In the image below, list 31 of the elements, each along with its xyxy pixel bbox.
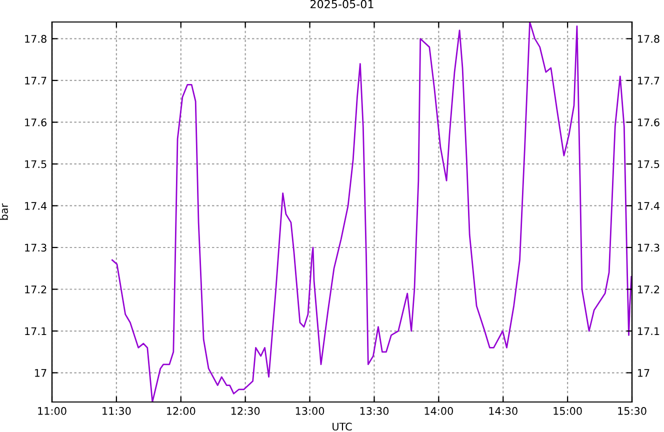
x-tick-label: 15:00 [554, 407, 582, 415]
y2-tick-label: 17.3 [638, 244, 660, 252]
x-tick-label: 12:00 [167, 407, 196, 415]
y-tick-label: 17.1 [25, 327, 46, 335]
y2-tick-label: 17.5 [638, 160, 660, 168]
y2-tick-label: 17.7 [638, 76, 660, 84]
x-tick-label: 11:30 [102, 407, 131, 415]
y2-tick-label: 17.2 [638, 285, 660, 294]
y-tick-label: 17.7 [25, 76, 46, 84]
y-tick-label: 17.2 [25, 285, 46, 294]
y-tick-label: 17.6 [25, 118, 46, 126]
x-tick-label: 14:00 [424, 407, 453, 415]
y2-tick-label: 17.4 [638, 202, 660, 210]
y-tick-label: 17.4 [25, 202, 47, 210]
x-tick-label: 13:30 [360, 407, 389, 415]
chart-title: 2025-05-01 [310, 0, 374, 8]
x-tick-label: 11:00 [38, 407, 66, 415]
x-tick-label: 13:00 [296, 407, 324, 415]
x-axis-title: UTC [332, 422, 352, 431]
y2-tick-label: 17.1 [638, 327, 660, 335]
y-axis-title: bar [0, 203, 8, 220]
x-tick-label: 15:30 [618, 407, 646, 415]
y-tick-label: 17.3 [25, 244, 46, 252]
y2-tick-label: 17 [638, 369, 650, 377]
y-tick-label: 17.8 [25, 34, 46, 43]
x-tick-label: 14:30 [489, 407, 518, 415]
y2-tick-label: 17.8 [638, 34, 660, 43]
y-tick-label: 17.5 [25, 160, 46, 168]
x-tick-label: 12:30 [231, 407, 260, 415]
y2-tick-label: 17.6 [638, 118, 660, 126]
y-tick-label: 17 [35, 369, 46, 377]
